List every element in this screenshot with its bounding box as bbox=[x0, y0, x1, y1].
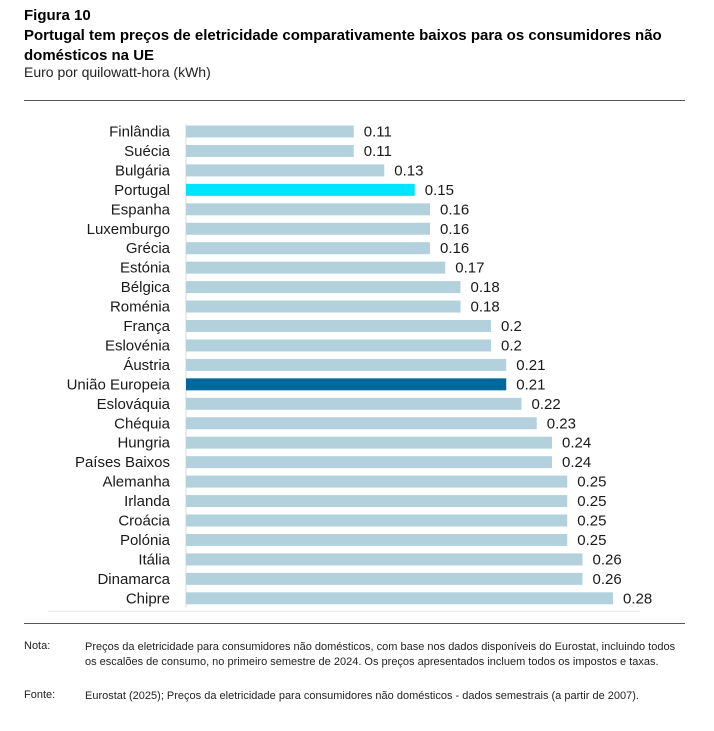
bar bbox=[186, 436, 552, 449]
data-label: 0.11 bbox=[364, 124, 392, 141]
bar bbox=[186, 242, 430, 255]
top-divider bbox=[24, 100, 685, 101]
bar bbox=[186, 281, 461, 294]
bar bbox=[186, 222, 430, 235]
data-label: 0.17 bbox=[455, 260, 484, 277]
category-label: Grécia bbox=[126, 240, 171, 257]
category-label: Espanha bbox=[111, 201, 171, 218]
data-label: 0.16 bbox=[440, 221, 469, 238]
chart-title: Portugal tem preços de eletricidade comp… bbox=[24, 27, 662, 64]
chart-subtitle: Euro por quilowatt-hora (kWh) bbox=[24, 64, 211, 80]
category-label: Croácia bbox=[118, 513, 170, 530]
bar bbox=[186, 164, 385, 177]
data-label: 0.24 bbox=[562, 435, 591, 452]
category-label: Chipre bbox=[126, 590, 170, 607]
category-label: Estónia bbox=[120, 260, 171, 277]
data-label: 0.25 bbox=[577, 513, 606, 530]
data-label: 0.21 bbox=[516, 376, 545, 393]
category-label: Áustria bbox=[123, 357, 170, 374]
category-label: França bbox=[123, 318, 170, 335]
bar bbox=[186, 495, 568, 508]
data-label: 0.2 bbox=[501, 337, 522, 354]
category-label: Alemanha bbox=[102, 474, 170, 491]
bar bbox=[186, 203, 430, 216]
category-label: Irlanda bbox=[124, 493, 171, 510]
bar bbox=[186, 417, 537, 430]
category-label: Luxemburgo bbox=[87, 221, 170, 238]
bar bbox=[186, 261, 446, 274]
category-label: Chéquia bbox=[114, 415, 171, 432]
data-label: 0.24 bbox=[562, 454, 591, 471]
bar bbox=[186, 456, 552, 469]
bar bbox=[186, 144, 354, 157]
data-label: 0.21 bbox=[516, 357, 545, 374]
data-label: 0.18 bbox=[471, 299, 500, 316]
category-label: Suécia bbox=[124, 143, 171, 160]
category-label: Dinamarca bbox=[97, 571, 170, 588]
data-label: 0.2 bbox=[501, 318, 522, 335]
data-label: 0.15 bbox=[425, 182, 454, 199]
data-label: 0.18 bbox=[471, 279, 500, 296]
data-label: 0.25 bbox=[577, 493, 606, 510]
data-label: 0.26 bbox=[593, 571, 622, 588]
bar bbox=[186, 533, 568, 546]
category-label: Eslováquia bbox=[97, 396, 171, 413]
bar bbox=[186, 320, 491, 332]
bar bbox=[186, 358, 507, 371]
bar bbox=[186, 592, 613, 605]
bar bbox=[186, 553, 583, 566]
data-label: 0.25 bbox=[577, 532, 606, 549]
data-label: 0.13 bbox=[394, 162, 423, 179]
bar bbox=[186, 125, 354, 138]
source-text: Eurostat (2025); Preços da eletricidade … bbox=[85, 690, 639, 702]
note-label: Nota: bbox=[24, 640, 51, 652]
data-label: 0.28 bbox=[623, 590, 652, 607]
category-label: Roménia bbox=[110, 299, 171, 316]
data-label: 0.16 bbox=[440, 201, 469, 218]
category-label: Itália bbox=[138, 551, 170, 568]
category-label: Polónia bbox=[120, 532, 171, 549]
bar bbox=[186, 183, 415, 196]
data-label: 0.23 bbox=[547, 415, 576, 432]
bar bbox=[186, 300, 461, 313]
category-label: Hungria bbox=[117, 435, 170, 452]
bar bbox=[186, 339, 491, 352]
data-label: 0.25 bbox=[577, 474, 606, 491]
data-label: 0.11 bbox=[364, 143, 392, 160]
data-label: 0.16 bbox=[440, 240, 469, 257]
bar bbox=[186, 514, 568, 527]
bottom-divider bbox=[24, 623, 685, 624]
data-label: 0.26 bbox=[593, 551, 622, 568]
bar bbox=[186, 572, 583, 585]
source-label: Fonte: bbox=[24, 689, 56, 701]
bar bbox=[186, 378, 507, 391]
bar bbox=[186, 475, 568, 488]
figure-label: Figura 10 bbox=[24, 7, 91, 24]
category-label: Bélgica bbox=[121, 279, 171, 296]
bar bbox=[186, 397, 522, 410]
category-label: Portugal bbox=[114, 182, 170, 199]
category-label: Finlândia bbox=[109, 124, 171, 141]
data-label: 0.22 bbox=[532, 396, 561, 413]
bar-chart: Finlândia 0.11 Suécia 0.11 Bulgária 0.13 Portu… bbox=[48, 123, 652, 612]
category-label: Eslovénia bbox=[105, 337, 171, 354]
category-label: Países Baixos bbox=[75, 454, 170, 471]
note-text: Preços da eletricidade para consumidores… bbox=[85, 641, 676, 668]
category-label: Bulgária bbox=[115, 162, 171, 179]
bar-chart-marks: Finlândia 0.11 Suécia 0.11 Bulgária 0.13 Portu… bbox=[48, 123, 652, 612]
category-label: União Europeia bbox=[67, 376, 171, 393]
